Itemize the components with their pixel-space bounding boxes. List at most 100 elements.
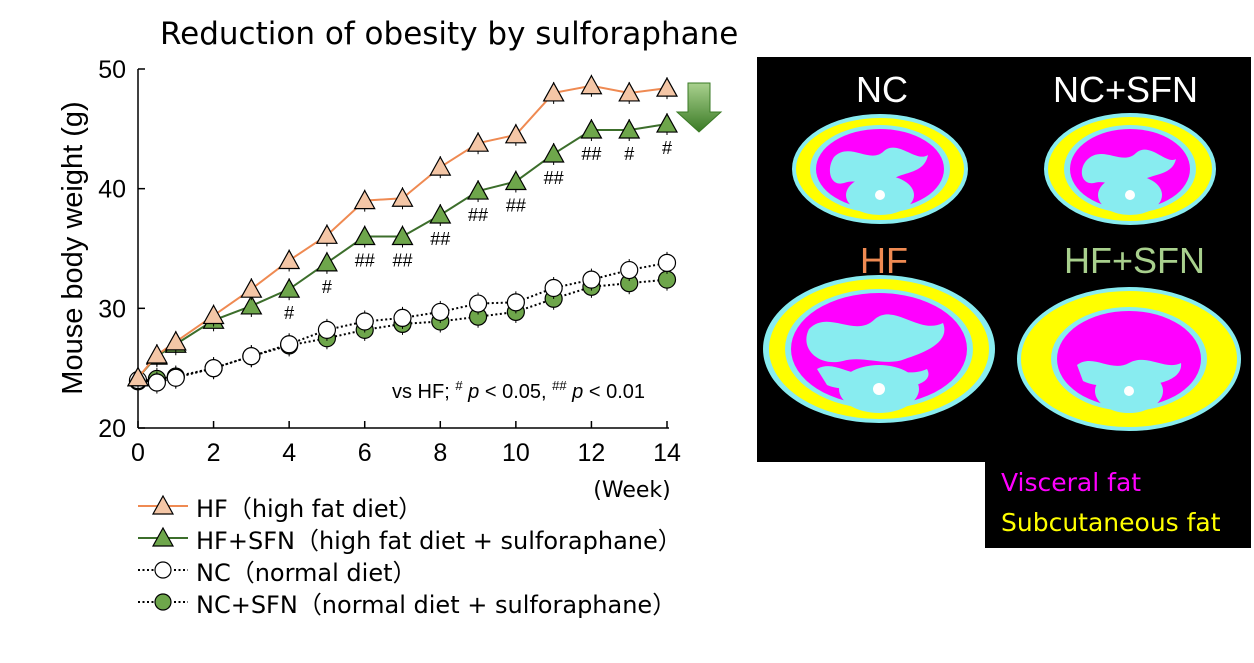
series-layer <box>126 74 679 394</box>
y-tick-label-0: 20 <box>98 415 126 443</box>
legend-item-nc-sfn: NC+SFN（normal diet + sulforaphane） <box>138 586 758 619</box>
x-tick-label-6: 12 <box>578 439 606 467</box>
ct-scan-panel: NC NC+SFN HF HF+SFN <box>757 57 1251 462</box>
legend-label-nc-sfn: NC+SFN（normal diet + sulforaphane） <box>196 590 677 619</box>
legend-marker-nc <box>138 561 188 579</box>
ct-scan-nc-sfn <box>1044 113 1216 225</box>
y-axis-label: Mouse body weight (g) <box>57 101 89 394</box>
legend-item-nc: NC（normal diet） <box>138 554 758 587</box>
point-2-1 <box>147 373 166 392</box>
point-2-4 <box>242 347 261 366</box>
ct-scan-hf <box>763 275 995 423</box>
point-0-13 <box>580 74 603 95</box>
point-0-10 <box>467 131 490 152</box>
legend-item-hf: HF（high fat diet） <box>138 490 758 523</box>
legend-item-hf-sfn: HF+SFN（high fat diet + sulforaphane） <box>138 522 758 555</box>
fat-color-key: Visceral fat Subcutaneous fat <box>985 462 1251 548</box>
point-1-10 <box>467 179 490 200</box>
significance-mark-13: ## <box>581 144 601 164</box>
point-0-14 <box>618 81 641 102</box>
point-0-1 <box>145 343 168 364</box>
ct-scan-images <box>763 113 1241 431</box>
series-0 <box>126 74 679 389</box>
significance-layer: #### ###### ###### # # <box>284 138 672 323</box>
x-tick-label-4: 8 <box>433 439 447 467</box>
point-1-15 <box>655 112 679 133</box>
stat-note: vs HF; # p < 0.05, ## p < 0.01 <box>392 373 645 403</box>
point-0-7 <box>353 189 376 210</box>
x-tick-label-0: 0 <box>131 439 145 467</box>
point-2-12 <box>544 278 563 298</box>
point-0-5 <box>278 249 301 270</box>
point-2-6 <box>317 320 337 339</box>
point-0-15 <box>655 76 679 97</box>
point-2-15 <box>657 253 677 272</box>
significance-mark-10: ## <box>468 205 488 225</box>
point-2-7 <box>355 312 374 331</box>
point-1-13 <box>580 118 603 139</box>
point-2-10 <box>468 294 488 313</box>
ct-scan-hf-sfn <box>1017 287 1241 431</box>
stat-note-prefix: vs HF; <box>392 381 455 403</box>
x-tick-label-2: 4 <box>282 439 296 467</box>
point-2-13 <box>582 270 601 289</box>
point-0-3 <box>202 304 225 325</box>
x-tick-label-7: 14 <box>653 439 681 467</box>
significance-mark-14: # <box>624 144 634 164</box>
point-1-9 <box>429 203 452 224</box>
legend-label-hf: HF（high fat diet） <box>196 494 423 523</box>
significance-mark-5: # <box>284 303 294 323</box>
point-0-4 <box>240 277 263 298</box>
stat-note-p-2: p <box>571 381 583 403</box>
key-visceral-fat: Visceral fat <box>1001 468 1142 497</box>
series-line-3 <box>137 278 668 383</box>
point-2-2 <box>166 368 185 387</box>
point-1-11 <box>504 170 527 191</box>
series-line-0 <box>137 84 668 379</box>
x-tick-label-1: 2 <box>207 439 221 467</box>
point-1-12 <box>542 142 565 163</box>
y-tick-label-3: 50 <box>98 56 126 84</box>
ct-label-nc-sfn: NC+SFN <box>1053 69 1199 110</box>
legend-label-hf-sfn: HF+SFN（high fat diet + sulforaphane） <box>196 526 682 555</box>
point-2-11 <box>506 293 525 312</box>
x-axis-label: (Week) <box>593 478 670 500</box>
significance-mark-11: ## <box>506 195 526 215</box>
point-2-5 <box>280 335 299 354</box>
legend-marker-nc-sfn <box>138 593 188 611</box>
significance-mark-6: # <box>322 277 332 297</box>
x-tick-label-5: 10 <box>502 439 530 467</box>
ct-label-nc: NC <box>856 69 908 110</box>
stat-note-symbol-1: # <box>455 378 463 393</box>
significance-mark-8: ## <box>392 251 412 271</box>
significance-mark-7: ## <box>355 251 375 271</box>
chart-title: Reduction of obesity by sulforaphane <box>160 16 739 52</box>
ct-label-hf: HF <box>860 240 908 281</box>
point-1-7 <box>353 225 376 246</box>
y-tick-label-2: 40 <box>98 176 126 204</box>
stat-note-threshold-2: < 0.01 <box>589 381 645 403</box>
chart-legend: HF（high fat diet） HF+SFN（high fat diet +… <box>138 490 758 619</box>
legend-marker-hf <box>138 494 188 515</box>
legend-marker-hf-sfn <box>138 526 188 547</box>
point-0-0 <box>126 366 150 387</box>
point-2-8 <box>393 308 412 328</box>
stat-note-threshold-1: < 0.05, <box>485 381 552 403</box>
point-1-14 <box>618 118 641 139</box>
point-2-14 <box>620 260 639 280</box>
point-1-5 <box>278 277 301 298</box>
point-0-9 <box>429 155 452 176</box>
y-tick-label-1: 30 <box>98 295 126 323</box>
point-1-4 <box>240 294 263 315</box>
series-line-1 <box>137 123 668 379</box>
x-tick-label-3: 6 <box>358 439 372 467</box>
significance-mark-15: # <box>662 138 672 158</box>
stat-note-p-1: p <box>467 381 479 403</box>
down-arrow-icon <box>675 82 723 133</box>
ct-label-hf-sfn: HF+SFN <box>1064 240 1206 281</box>
point-0-6 <box>315 224 338 244</box>
chart-axes: 20 30 40 50 0 2 4 6 8 10 12 14 <box>98 56 681 467</box>
stat-note-symbol-2: ## <box>552 378 567 393</box>
significance-mark-12: ## <box>544 168 564 188</box>
